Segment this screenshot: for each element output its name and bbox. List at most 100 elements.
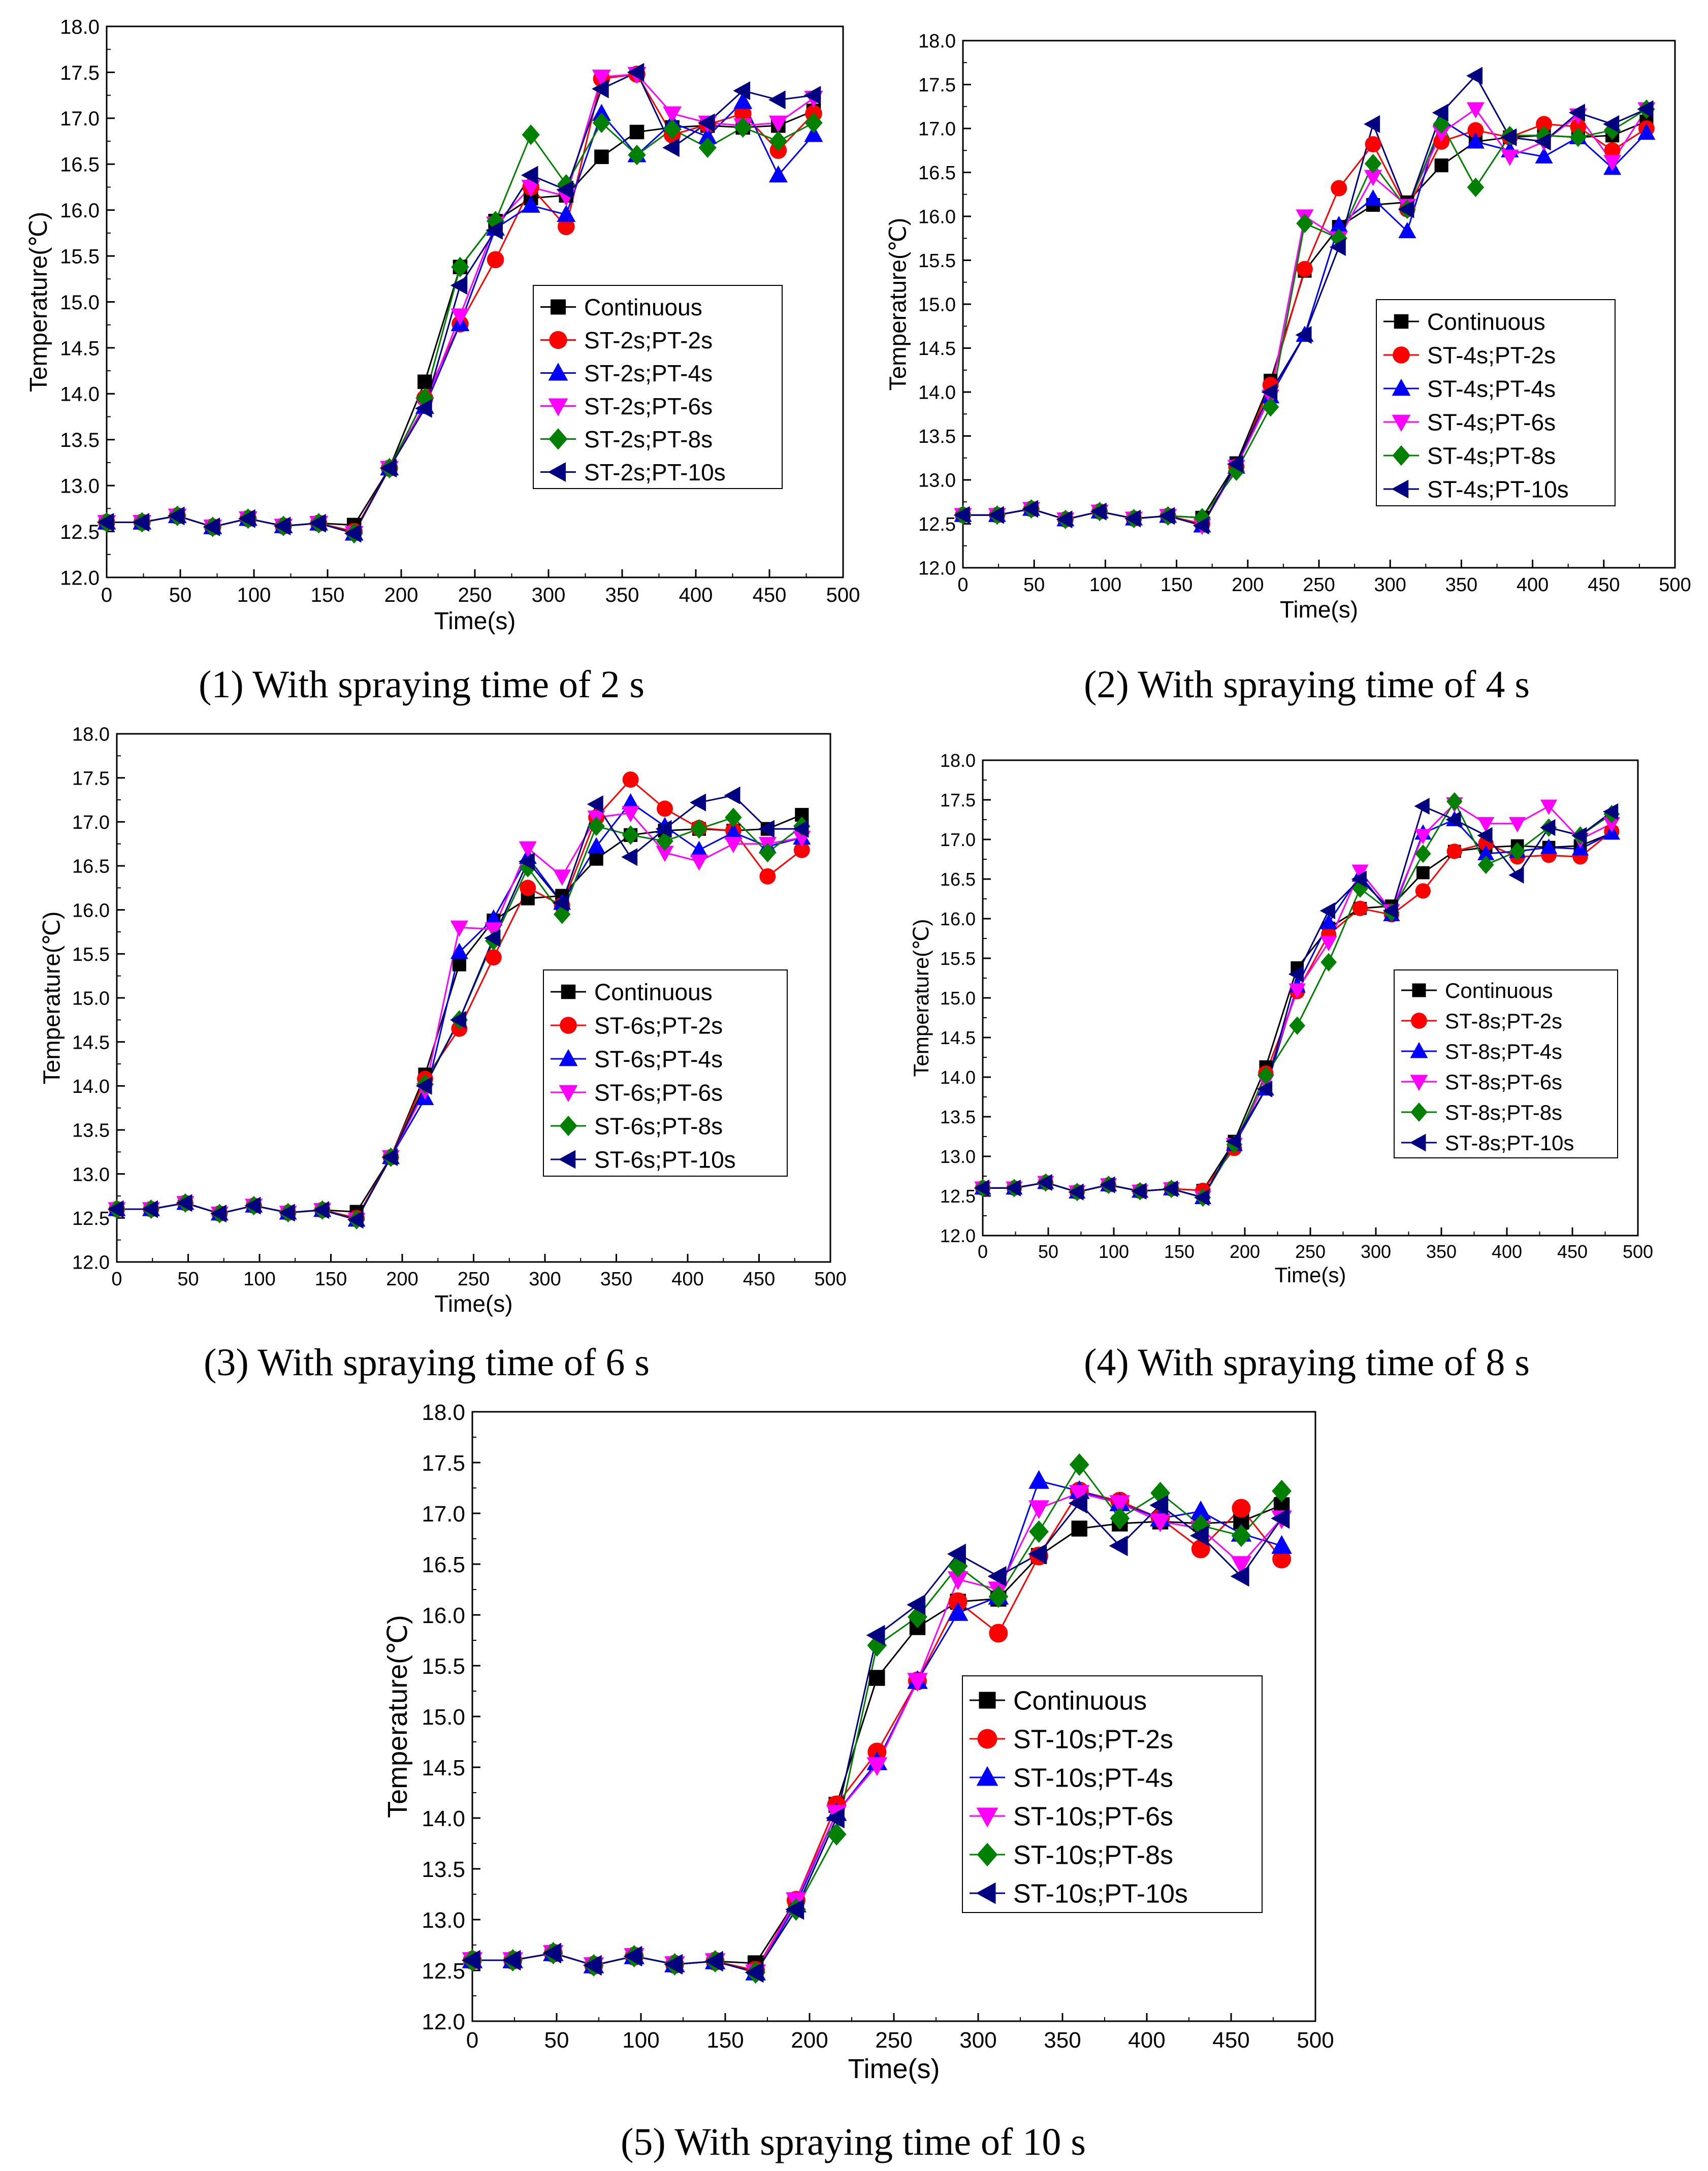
x-tick-label: 0 xyxy=(111,1269,122,1290)
data-point xyxy=(622,806,640,823)
data-point xyxy=(1193,516,1209,535)
data-point xyxy=(758,820,775,838)
x-tick-label: 300 xyxy=(959,2028,996,2053)
y-tick-label: 12.0 xyxy=(422,2010,465,2034)
y-tick-label: 12.0 xyxy=(60,567,100,589)
data-point xyxy=(1509,817,1526,833)
x-tick-label: 350 xyxy=(1044,2028,1081,2053)
y-tick-label: 16.0 xyxy=(72,900,110,921)
data-point xyxy=(663,106,682,124)
data-point xyxy=(1100,1176,1115,1193)
data-point xyxy=(793,841,810,858)
data-point xyxy=(589,852,603,866)
data-point xyxy=(415,1077,432,1095)
data-point xyxy=(1571,827,1587,844)
data-point xyxy=(553,894,569,912)
legend-label: ST-10s;PT-8s xyxy=(1013,1841,1173,1870)
data-point xyxy=(451,256,469,277)
data-point xyxy=(628,145,646,166)
data-point xyxy=(461,1950,480,1971)
data-point xyxy=(1534,133,1551,151)
data-point xyxy=(594,149,609,165)
legend-marker xyxy=(558,1150,576,1169)
data-point xyxy=(313,1201,330,1219)
legend-label: Continuous xyxy=(1445,979,1553,1002)
data-point xyxy=(487,251,504,269)
data-point xyxy=(502,1950,521,1971)
legend-marker xyxy=(548,363,568,381)
legend-marker xyxy=(1393,346,1410,364)
x-tick-label: 100 xyxy=(237,584,271,606)
legend-label: Continuous xyxy=(1427,309,1545,335)
data-point xyxy=(592,79,609,99)
x-tick-label: 350 xyxy=(600,1269,632,1290)
data-point xyxy=(987,1566,1007,1587)
y-tick-label: 16.0 xyxy=(422,1603,465,1628)
y-tick-label: 17.5 xyxy=(72,768,110,789)
data-point xyxy=(1382,902,1398,920)
data-point xyxy=(1271,1535,1292,1554)
x-tick-label: 250 xyxy=(875,2028,912,2053)
data-point xyxy=(347,1211,364,1229)
data-point xyxy=(697,113,715,133)
data-point xyxy=(947,1571,969,1591)
x-tick-label: 100 xyxy=(1089,574,1121,596)
y-tick-label: 16.0 xyxy=(940,909,976,929)
data-point xyxy=(622,825,639,845)
data-point xyxy=(518,852,535,870)
data-point xyxy=(803,86,821,105)
y-tick-label: 14.5 xyxy=(940,1027,976,1048)
legend-marker xyxy=(561,984,576,999)
data-point xyxy=(1603,817,1621,833)
data-point xyxy=(557,174,575,195)
legend-label: ST-2s;PT-6s xyxy=(584,393,713,419)
data-point xyxy=(486,220,503,240)
caption-5: (5) With spraying time of 10 s xyxy=(621,2121,1086,2163)
data-point xyxy=(1289,1016,1306,1035)
data-point xyxy=(1090,502,1107,521)
data-point xyxy=(452,957,466,971)
legend-marker xyxy=(548,398,568,416)
data-point xyxy=(1540,838,1558,854)
data-point xyxy=(734,117,752,138)
y-tick-label: 15.5 xyxy=(940,948,976,969)
legend-marker xyxy=(547,462,566,482)
x-tick-label: 200 xyxy=(791,2028,828,2053)
y-tick-label: 12.5 xyxy=(72,1208,110,1229)
legend-marker xyxy=(977,1842,998,1867)
data-point xyxy=(107,1200,124,1218)
data-point xyxy=(785,1899,804,1920)
data-point xyxy=(662,138,680,157)
data-point xyxy=(520,880,536,896)
x-tick-label: 150 xyxy=(1161,574,1193,596)
data-point xyxy=(907,1594,926,1615)
y-axis-label: Temperature(℃) xyxy=(382,1615,413,1818)
data-point xyxy=(450,276,468,295)
data-point xyxy=(1071,1520,1087,1537)
y-tick-label: 12.0 xyxy=(940,1225,976,1246)
legend-marker xyxy=(1411,1013,1427,1029)
y-tick-label: 14.5 xyxy=(60,337,100,360)
legend-marker xyxy=(1410,1042,1428,1058)
data-point xyxy=(866,1757,888,1776)
y-tick-label: 14.0 xyxy=(940,1067,976,1088)
data-point xyxy=(1509,842,1526,861)
data-point xyxy=(655,820,672,838)
y-tick-label: 14.0 xyxy=(918,382,956,404)
data-point xyxy=(521,166,538,185)
y-tick-label: 12.5 xyxy=(422,1959,465,1984)
data-point xyxy=(521,196,540,213)
data-point xyxy=(1467,177,1485,198)
data-point xyxy=(592,104,611,121)
data-point xyxy=(521,180,540,197)
data-point xyxy=(379,459,397,478)
x-tick-label: 450 xyxy=(1212,2028,1249,2053)
data-point xyxy=(1603,803,1619,821)
y-tick-label: 17.0 xyxy=(422,1502,465,1527)
x-tick-label: 350 xyxy=(1445,574,1477,596)
data-point xyxy=(1330,215,1348,232)
data-point xyxy=(1028,1470,1049,1489)
x-tick-label: 200 xyxy=(1230,1241,1260,1262)
legend-marker xyxy=(976,1766,998,1786)
